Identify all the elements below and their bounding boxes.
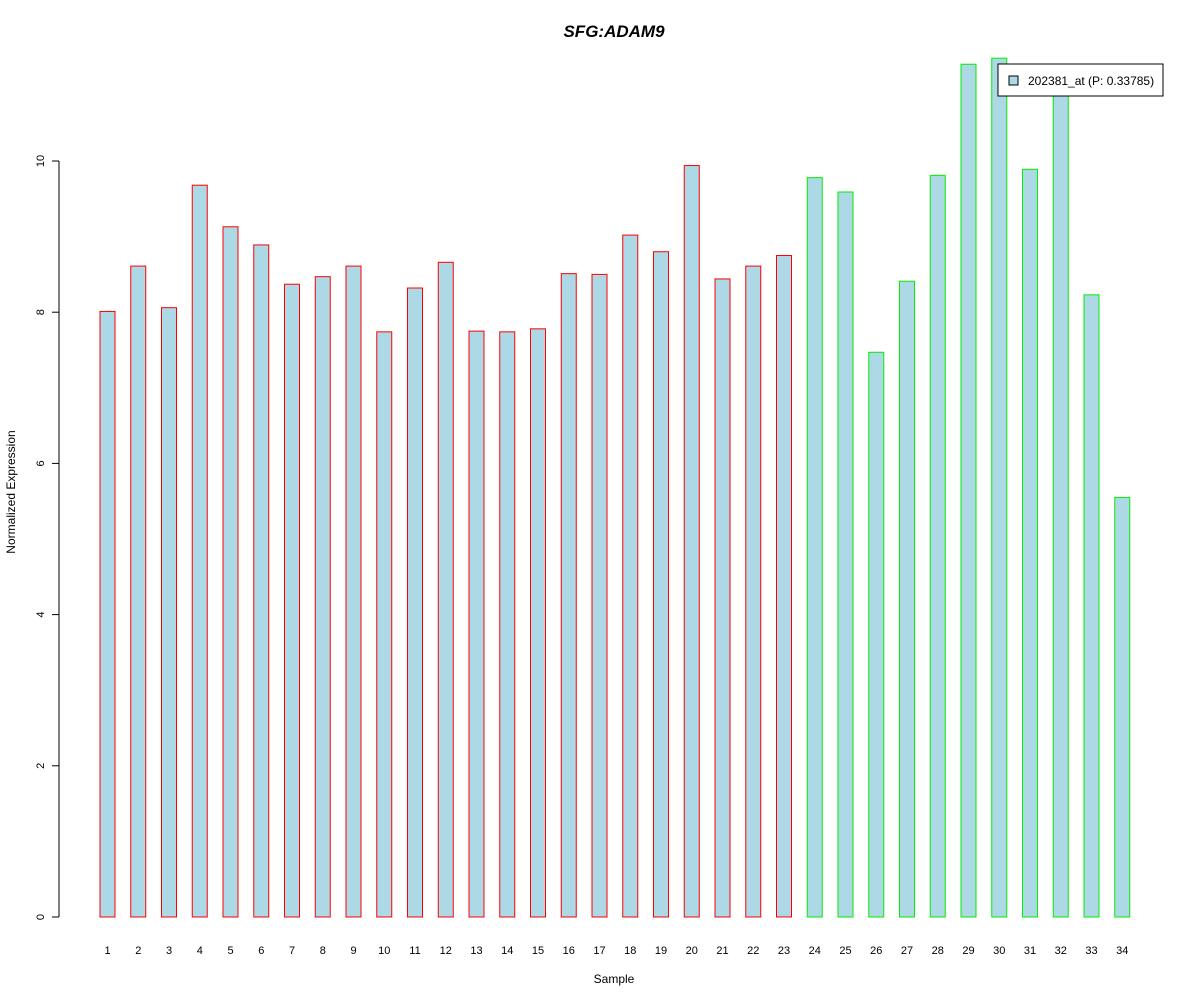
x-tick-label: 3 <box>166 945 172 957</box>
x-tick-label: 20 <box>686 945 698 957</box>
bar <box>929 174 946 918</box>
x-tick-label: 23 <box>778 945 790 957</box>
x-axis-label: Sample <box>594 972 635 986</box>
bar <box>437 261 454 918</box>
x-tick-label: 34 <box>1116 945 1128 957</box>
bar <box>1083 294 1100 918</box>
bar <box>253 244 270 918</box>
x-tick-label: 8 <box>320 945 326 957</box>
bar <box>191 184 208 918</box>
x-tick-label: 22 <box>747 945 759 957</box>
x-tick-label: 25 <box>839 945 851 957</box>
x-tick-label: 27 <box>901 945 913 957</box>
x-axis-tick-labels: 1 2 3 4 5 6 7 8 9 10 11 12 13 14 15 16 17 18 19 20 21 22 23 24 2… <box>104 945 1128 957</box>
bar <box>960 63 977 918</box>
bar <box>1114 496 1131 918</box>
legend-box <box>997 63 1164 97</box>
y-tick-label: 2 <box>35 763 47 769</box>
bar <box>345 265 362 918</box>
bar <box>591 273 608 918</box>
x-tick-label: 15 <box>532 945 544 957</box>
x-tick-label: 1 <box>104 945 110 957</box>
x-tick-label: 29 <box>962 945 974 957</box>
x-tick-label: 5 <box>227 945 233 957</box>
x-tick-label: 26 <box>870 945 882 957</box>
x-tick-label: 7 <box>289 945 295 957</box>
bar <box>407 287 423 918</box>
x-tick-label: 4 <box>197 945 203 957</box>
bar <box>499 331 516 918</box>
x-tick-label: 2 <box>135 945 141 957</box>
bar <box>560 273 577 918</box>
y-axis-label: Normalized Expression <box>4 430 18 553</box>
bar <box>868 351 885 918</box>
bar <box>899 280 915 918</box>
bar <box>376 331 393 918</box>
x-tick-label: 24 <box>809 945 821 957</box>
x-tick-label: 6 <box>258 945 264 957</box>
bar <box>1022 168 1038 918</box>
bar <box>683 165 700 918</box>
x-tick-label: 17 <box>593 945 605 957</box>
bar <box>745 265 762 918</box>
bar <box>161 307 177 918</box>
bar-series <box>99 57 1131 918</box>
y-tick-label: 10 <box>35 155 47 167</box>
x-tick-label: 21 <box>716 945 728 957</box>
legend: 202381_at (P: 0.33785) <box>997 63 1164 97</box>
bar <box>99 310 116 918</box>
bar <box>622 234 639 918</box>
x-tick-label: 19 <box>655 945 667 957</box>
bar <box>806 177 823 918</box>
bar <box>314 276 331 918</box>
bar <box>222 226 239 918</box>
x-tick-label: 10 <box>378 945 390 957</box>
bar <box>530 328 546 918</box>
bar <box>468 330 485 918</box>
x-tick-label: 32 <box>1055 945 1067 957</box>
x-tick-label: 16 <box>563 945 575 957</box>
bar <box>1052 86 1069 918</box>
x-tick-label: 14 <box>501 945 513 957</box>
bar <box>130 265 147 918</box>
y-tick-label: 6 <box>35 460 47 466</box>
x-tick-label: 12 <box>440 945 452 957</box>
x-tick-label: 9 <box>350 945 356 957</box>
bar <box>776 255 792 918</box>
x-tick-label: 31 <box>1024 945 1036 957</box>
y-tick-label: 8 <box>35 309 47 315</box>
x-tick-label: 13 <box>470 945 482 957</box>
x-tick-label: 30 <box>993 945 1005 957</box>
legend-swatch <box>1008 75 1019 86</box>
bar <box>714 278 731 918</box>
y-tick-label: 0 <box>35 914 47 920</box>
bar <box>991 57 1008 918</box>
chart-title: SFG:ADAM9 <box>563 22 665 41</box>
y-tick-label: 4 <box>35 612 47 618</box>
x-tick-label: 28 <box>932 945 944 957</box>
bar <box>653 251 669 918</box>
x-tick-label: 11 <box>409 945 420 957</box>
x-tick-label: 18 <box>624 945 636 957</box>
legend-label: 202381_at (P: 0.33785) <box>1028 74 1154 88</box>
bar <box>284 283 300 918</box>
bar <box>837 191 854 918</box>
y-axis: 0 2 4 6 8 10 <box>35 155 60 920</box>
x-tick-label: 33 <box>1085 945 1097 957</box>
